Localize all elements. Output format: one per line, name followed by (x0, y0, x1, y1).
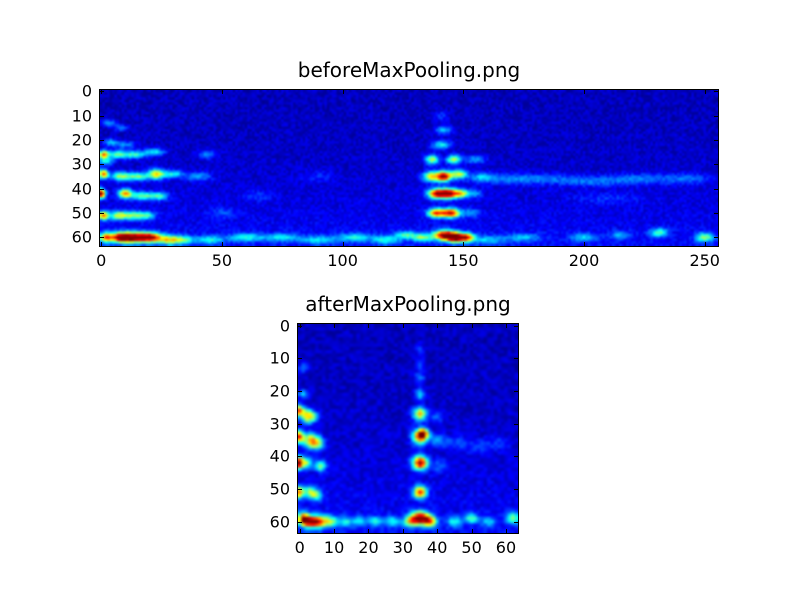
y-tick-label: 50 (71, 203, 92, 223)
x-tick-mark (505, 529, 507, 533)
y-tick-mark (514, 521, 518, 523)
y-tick-mark (100, 115, 104, 117)
y-tick-mark (514, 423, 518, 425)
y-tick-label: 40 (269, 446, 290, 466)
x-tick-mark (471, 324, 473, 328)
x-tick-mark (437, 324, 439, 328)
y-tick-mark (714, 213, 718, 215)
y-tick-mark (298, 358, 302, 360)
x-tick-mark (505, 324, 507, 328)
y-tick-mark (100, 139, 104, 141)
y-tick-label: 0 (279, 316, 290, 336)
y-tick-label: 50 (269, 479, 290, 499)
y-tick-label: 20 (269, 381, 290, 401)
x-tick-mark (704, 242, 706, 246)
x-tick-mark (368, 529, 370, 533)
y-tick-mark (298, 456, 302, 458)
y-tick-mark (514, 325, 518, 327)
y-tick-label: 20 (71, 130, 92, 150)
x-tick-label: 40 (427, 538, 448, 557)
y-tick-mark (100, 164, 104, 166)
y-tick-label: 10 (269, 348, 290, 368)
y-tick-label: 30 (71, 154, 92, 174)
y-tick-label: 30 (269, 414, 290, 434)
y-tick-label: 40 (71, 179, 92, 199)
x-tick-label: 150 (448, 251, 479, 270)
x-tick-label: 0 (96, 251, 107, 270)
y-tick-label: 60 (71, 227, 92, 247)
x-tick-mark (463, 242, 465, 246)
x-tick-label: 10 (323, 538, 345, 557)
x-tick-mark (368, 324, 370, 328)
x-tick-label: 60 (495, 538, 517, 557)
x-tick-mark (334, 324, 336, 328)
y-tick-mark (298, 488, 302, 490)
after-maxpooling-heatmap (298, 324, 518, 533)
y-tick-label: 10 (71, 106, 92, 126)
x-tick-mark (342, 90, 344, 94)
y-tick-mark (714, 164, 718, 166)
x-tick-mark (334, 529, 336, 533)
y-tick-mark (298, 521, 302, 523)
x-tick-mark (342, 242, 344, 246)
y-tick-mark (100, 188, 104, 190)
before-maxpooling-title: beforeMaxPooling.png (297, 58, 521, 82)
after-maxpooling-title: afterMaxPooling.png (305, 292, 511, 316)
y-tick-mark (100, 237, 104, 239)
y-tick-mark (514, 456, 518, 458)
x-tick-mark (299, 529, 301, 533)
x-tick-label: 50 (211, 251, 233, 270)
y-tick-mark (714, 237, 718, 239)
before-maxpooling-heatmap (100, 90, 718, 246)
y-tick-mark (514, 488, 518, 490)
x-tick-label: 20 (358, 538, 379, 557)
x-tick-mark (471, 529, 473, 533)
x-tick-mark (584, 90, 586, 94)
y-tick-label: 60 (269, 512, 290, 532)
y-tick-mark (298, 325, 302, 327)
after-maxpooling-axes: 0 10 20 30 40 50 60 0 10 20 30 40 50 60 (270, 316, 519, 557)
y-tick-label: 0 (81, 81, 92, 101)
y-tick-mark (100, 91, 104, 93)
x-tick-mark (437, 529, 439, 533)
before-maxpooling-axes: 0 50 100 150 200 250 0 10 20 30 40 50 60 (72, 82, 720, 270)
x-tick-mark (221, 90, 223, 94)
x-tick-label: 0 (294, 538, 305, 557)
y-tick-mark (298, 423, 302, 425)
x-tick-mark (584, 242, 586, 246)
y-tick-mark (714, 139, 718, 141)
y-tick-mark (298, 390, 302, 392)
x-tick-label: 30 (392, 538, 414, 557)
y-tick-mark (714, 115, 718, 117)
x-tick-label: 200 (568, 251, 600, 270)
x-tick-label: 100 (327, 251, 358, 270)
x-tick-mark (463, 90, 465, 94)
x-tick-mark (402, 529, 404, 533)
y-tick-mark (714, 91, 718, 93)
x-tick-label: 250 (689, 251, 720, 270)
x-tick-mark (402, 324, 404, 328)
x-tick-label: 50 (461, 538, 482, 557)
x-tick-mark (101, 242, 103, 246)
x-tick-mark (221, 242, 223, 246)
x-tick-mark (704, 90, 706, 94)
y-tick-mark (714, 188, 718, 190)
y-tick-mark (514, 358, 518, 360)
y-tick-mark (100, 213, 104, 215)
y-tick-mark (514, 390, 518, 392)
